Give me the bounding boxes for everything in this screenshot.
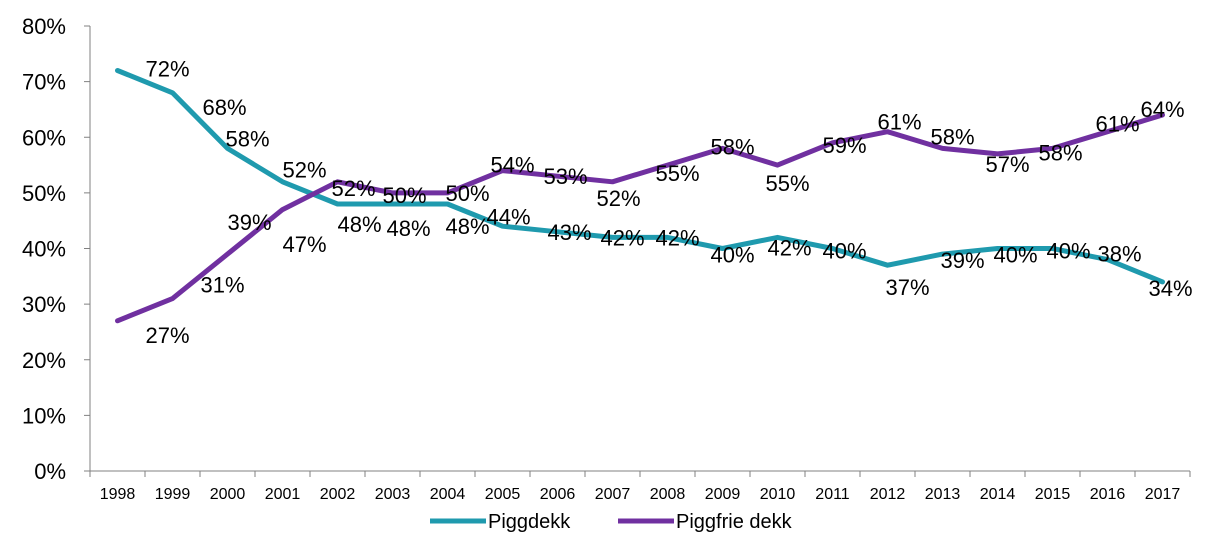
data-label-piggdekk: 42% xyxy=(600,225,644,250)
data-label-piggfrie-dekk: 39% xyxy=(227,210,271,235)
x-tick-label: 2016 xyxy=(1090,486,1126,503)
data-label-piggdekk: 44% xyxy=(486,204,530,229)
y-tick-label: 50% xyxy=(22,181,66,206)
y-tick-label: 30% xyxy=(22,292,66,317)
data-label-piggdekk: 68% xyxy=(202,95,246,120)
x-tick-label: 2013 xyxy=(925,486,961,503)
data-label-piggdekk: 34% xyxy=(1148,276,1192,301)
x-tick-label: 2005 xyxy=(485,486,521,503)
x-tick-label: 1999 xyxy=(155,486,191,503)
data-label-piggfrie-dekk: 50% xyxy=(382,183,426,208)
data-label-piggfrie-dekk: 58% xyxy=(710,134,754,159)
y-tick-label: 70% xyxy=(22,70,66,95)
data-label-piggdekk: 42% xyxy=(767,235,811,260)
y-tick-label: 80% xyxy=(22,14,66,39)
data-label-piggdekk: 40% xyxy=(993,243,1037,268)
x-tick-label: 2011 xyxy=(815,486,850,503)
data-label-piggfrie-dekk: 58% xyxy=(1038,140,1082,165)
y-tick-label: 40% xyxy=(22,237,66,262)
data-label-piggfrie-dekk: 54% xyxy=(490,153,534,178)
data-label-piggfrie-dekk: 52% xyxy=(282,158,326,183)
data-label-piggfrie-dekk: 31% xyxy=(200,273,244,298)
data-label-piggdekk: 39% xyxy=(940,248,984,273)
data-label-piggfrie-dekk: 64% xyxy=(1140,97,1184,122)
series-line-piggdekk xyxy=(115,68,1165,285)
x-tick-label: 2007 xyxy=(595,486,631,503)
data-label-piggdekk: 37% xyxy=(885,275,929,300)
data-label-piggfrie-dekk: 55% xyxy=(765,171,809,196)
x-tick-label: 2015 xyxy=(1035,486,1071,503)
x-tick-label: 2006 xyxy=(540,486,576,503)
x-tick-label: 2012 xyxy=(870,486,906,503)
y-tick-label: 10% xyxy=(22,403,66,428)
series-line-piggfrie-dekk xyxy=(115,112,1165,324)
legend-label-piggdekk: Piggdekk xyxy=(488,511,571,533)
data-label-piggfrie-dekk: 53% xyxy=(543,164,587,189)
x-tick-label: 2004 xyxy=(430,486,466,503)
x-tick-label: 1998 xyxy=(100,486,136,503)
x-tick-label: 2014 xyxy=(980,486,1016,503)
data-label-piggdekk: 48% xyxy=(445,214,489,239)
data-label-piggfrie-dekk: 50% xyxy=(445,181,489,206)
x-tick-label: 2010 xyxy=(760,486,796,503)
data-label-piggfrie-dekk: 59% xyxy=(822,133,866,158)
data-label-piggdekk: 40% xyxy=(1046,239,1090,264)
x-tick-label: 2002 xyxy=(320,486,356,503)
legend: Piggdekk Piggfrie dekk xyxy=(430,511,793,533)
x-tick-label: 2009 xyxy=(705,486,741,503)
data-label-piggfrie-dekk: 61% xyxy=(1095,112,1139,137)
data-label-piggdekk: 43% xyxy=(547,220,591,245)
x-tick-label: 2017 xyxy=(1145,486,1181,503)
series-lines xyxy=(115,68,1165,324)
data-label-piggfrie-dekk: 55% xyxy=(655,161,699,186)
data-label-piggdekk: 48% xyxy=(337,212,381,237)
data-label-piggdekk: 58% xyxy=(225,126,269,151)
axes: 0% 10% 20% 30% 40% 50% 60% 70% 80% 1998 1999 2000 20… xyxy=(22,14,1191,503)
data-label-piggdekk: 40% xyxy=(822,239,866,264)
data-label-piggdekk: 47% xyxy=(282,232,326,257)
data-label-piggfrie-dekk: 61% xyxy=(877,110,921,135)
x-tick-label: 2003 xyxy=(375,486,411,503)
data-label-piggdekk: 40% xyxy=(710,243,754,268)
y-tick-label: 20% xyxy=(22,348,66,373)
x-tick-label: 2000 xyxy=(210,486,246,503)
data-label-piggfrie-dekk: 52% xyxy=(331,176,375,201)
data-label-piggfrie-dekk: 52% xyxy=(596,186,640,211)
x-tick-label: 2008 xyxy=(650,486,686,503)
data-label-piggfrie-dekk: 57% xyxy=(985,152,1029,177)
data-labels: 72%68%58%47%48% 48% 48%44%43% 42% 42%40% 42% 4… xyxy=(145,57,1192,348)
data-label-piggdekk: 42% xyxy=(655,225,699,250)
x-tick-label: 2001 xyxy=(265,486,301,503)
data-label-piggdekk: 48% xyxy=(386,216,430,241)
data-label-piggdekk: 72% xyxy=(145,57,189,82)
data-label-piggdekk: 38% xyxy=(1097,242,1141,267)
data-label-piggfrie-dekk: 27% xyxy=(145,323,189,348)
legend-label-piggfrie-dekk: Piggfrie dekk xyxy=(676,511,793,533)
data-label-piggfrie-dekk: 58% xyxy=(930,124,974,149)
y-tick-label: 60% xyxy=(22,125,66,150)
y-tick-label: 0% xyxy=(34,459,66,484)
